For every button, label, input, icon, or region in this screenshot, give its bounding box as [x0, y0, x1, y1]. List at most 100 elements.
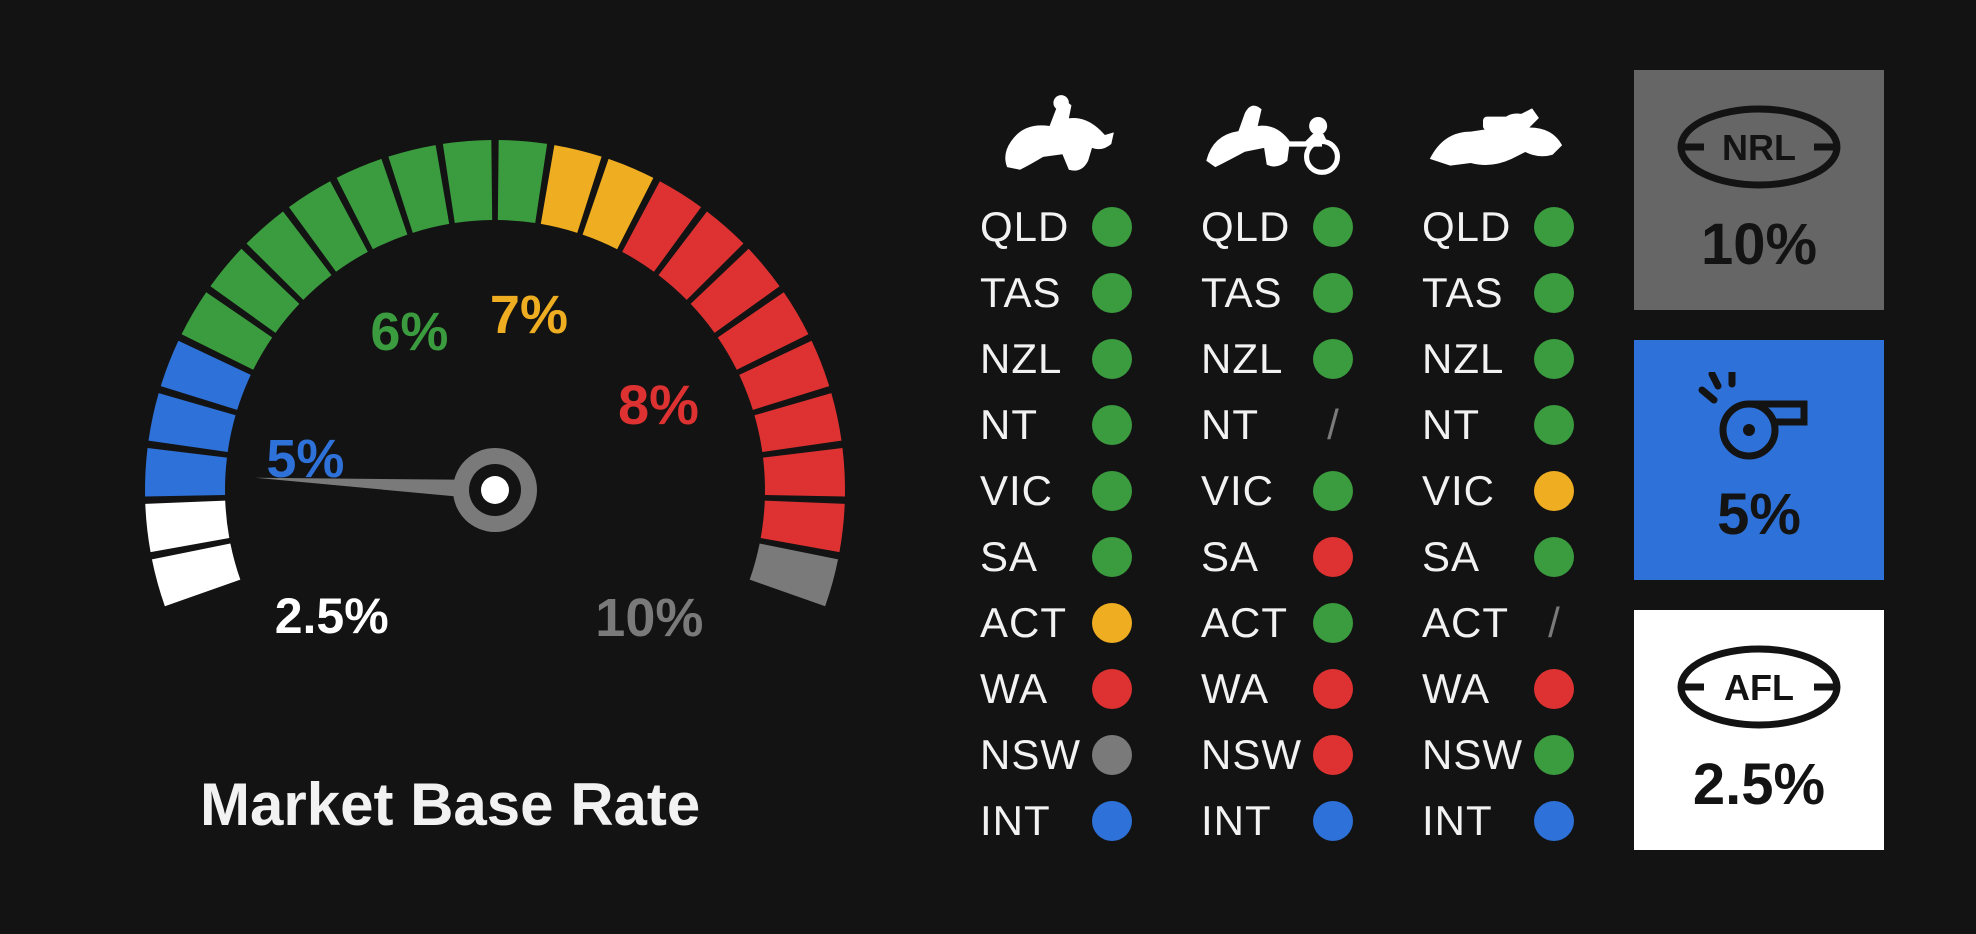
- state-label: NSW: [1201, 731, 1291, 779]
- state-label: QLD: [1201, 203, 1291, 251]
- state-label: SA: [1422, 533, 1512, 581]
- state-label: NT: [1422, 401, 1512, 449]
- status-dot: [1092, 207, 1132, 247]
- sport-box-nrl[interactable]: NRL 10%: [1634, 70, 1884, 310]
- grid-row: QLD: [980, 194, 1132, 260]
- grid-row: QLD: [1201, 194, 1353, 260]
- state-label: INT: [1422, 797, 1512, 845]
- grid-row: NT: [980, 392, 1132, 458]
- state-label: TAS: [980, 269, 1070, 317]
- status-dot: [1534, 471, 1574, 511]
- status-dot: [1313, 669, 1353, 709]
- grid-row: NT /: [1201, 392, 1353, 458]
- state-label: VIC: [1201, 467, 1291, 515]
- state-label: NT: [980, 401, 1070, 449]
- dashboard: 2.5%5%6%7%8%10% Market Base Rate QLDTASN…: [0, 0, 1976, 870]
- state-label: NZL: [1422, 335, 1512, 383]
- svg-text:NRL: NRL: [1722, 127, 1796, 168]
- grid-row: INT: [980, 788, 1132, 854]
- grid-row: NSW: [1201, 722, 1353, 788]
- state-label: NT: [1201, 401, 1291, 449]
- afl-badge-icon: AFL: [1674, 642, 1844, 737]
- state-label: TAS: [1201, 269, 1291, 317]
- state-grid: QLD TAS NZL NT VIC SA ACT WA NSW INT QLD TAS NZL NT / V…: [980, 70, 1574, 854]
- status-dot: [1092, 339, 1132, 379]
- status-dot: [1534, 801, 1574, 841]
- state-label: WA: [1201, 665, 1291, 713]
- grid-row: NZL: [980, 326, 1132, 392]
- sport-pct: 10%: [1701, 211, 1817, 278]
- whistle-icon: [1694, 372, 1824, 467]
- grid-column: QLDTASNZLNTVICSAACTWANSWINT: [980, 70, 1132, 854]
- status-dot: [1092, 735, 1132, 775]
- status-dot: [1313, 735, 1353, 775]
- grid-row: TAS: [980, 260, 1132, 326]
- sport-pct: 2.5%: [1693, 751, 1825, 818]
- state-label: QLD: [980, 203, 1070, 251]
- na-slash: /: [1534, 599, 1574, 647]
- status-dot: [1313, 603, 1353, 643]
- sport-boxes: NRL 10% 5% AFL 2.5%: [1634, 70, 1884, 850]
- grid-row: TAS: [1422, 260, 1574, 326]
- grid-row: TAS: [1201, 260, 1353, 326]
- grid-row: QLD: [1422, 194, 1574, 260]
- gauge-tick-label: 2.5%: [275, 587, 389, 645]
- grid-row: WA: [980, 656, 1132, 722]
- state-label: NSW: [980, 731, 1070, 779]
- gauge-tick-label: 7%: [490, 284, 568, 346]
- greyhound-icon: [1423, 70, 1573, 180]
- grid-row: WA: [1422, 656, 1574, 722]
- gauge-tick-label: 6%: [370, 301, 448, 363]
- status-dot: [1092, 801, 1132, 841]
- grid-row: NT: [1422, 392, 1574, 458]
- state-label: NZL: [980, 335, 1070, 383]
- sport-box-ref[interactable]: 5%: [1634, 340, 1884, 580]
- state-label: INT: [980, 797, 1070, 845]
- state-label: SA: [980, 533, 1070, 581]
- grid-row: NSW: [980, 722, 1132, 788]
- status-dot: [1534, 405, 1574, 445]
- sport-box-afl[interactable]: AFL 2.5%: [1634, 610, 1884, 850]
- grid-row: INT: [1201, 788, 1353, 854]
- state-label: TAS: [1422, 269, 1512, 317]
- gauge-dial: [60, 70, 930, 770]
- harness-racing-icon: [1192, 70, 1362, 180]
- na-slash: /: [1313, 401, 1353, 449]
- grid-row: SA: [1422, 524, 1574, 590]
- status-dot: [1534, 273, 1574, 313]
- grid-row: ACT: [1201, 590, 1353, 656]
- svg-text:AFL: AFL: [1724, 667, 1794, 708]
- status-dot: [1534, 735, 1574, 775]
- status-dot: [1092, 603, 1132, 643]
- status-dot: [1092, 471, 1132, 511]
- status-dot: [1313, 801, 1353, 841]
- grid-column: QLD TAS NZL NT / VIC SA ACT WA NSW INT: [1192, 70, 1362, 854]
- grid-row: SA: [980, 524, 1132, 590]
- sport-pct: 5%: [1717, 481, 1801, 548]
- gauge-tick-label: 5%: [266, 428, 344, 490]
- status-dot: [1092, 273, 1132, 313]
- status-dot: [1313, 339, 1353, 379]
- status-dot: [1534, 207, 1574, 247]
- grid-row: SA: [1201, 524, 1353, 590]
- state-label: ACT: [1201, 599, 1291, 647]
- state-label: INT: [1201, 797, 1291, 845]
- status-dot: [1092, 669, 1132, 709]
- grid-row: VIC: [1422, 458, 1574, 524]
- grid-column: QLDTASNZLNTVICSAACT/WANSWINT: [1422, 70, 1574, 854]
- status-dot: [1092, 537, 1132, 577]
- state-label: WA: [980, 665, 1070, 713]
- status-dot: [1313, 273, 1353, 313]
- nrl-badge-icon: NRL: [1674, 102, 1844, 197]
- state-label: ACT: [980, 599, 1070, 647]
- state-label: NSW: [1422, 731, 1512, 779]
- grid-row: ACT: [980, 590, 1132, 656]
- state-label: VIC: [1422, 467, 1512, 515]
- horse-racing-icon: [981, 70, 1131, 180]
- gauge: 2.5%5%6%7%8%10% Market Base Rate: [60, 70, 930, 870]
- grid-row: NZL: [1201, 326, 1353, 392]
- grid-row: NSW: [1422, 722, 1574, 788]
- status-dot: [1534, 669, 1574, 709]
- status-dot: [1313, 537, 1353, 577]
- grid-row: INT: [1422, 788, 1574, 854]
